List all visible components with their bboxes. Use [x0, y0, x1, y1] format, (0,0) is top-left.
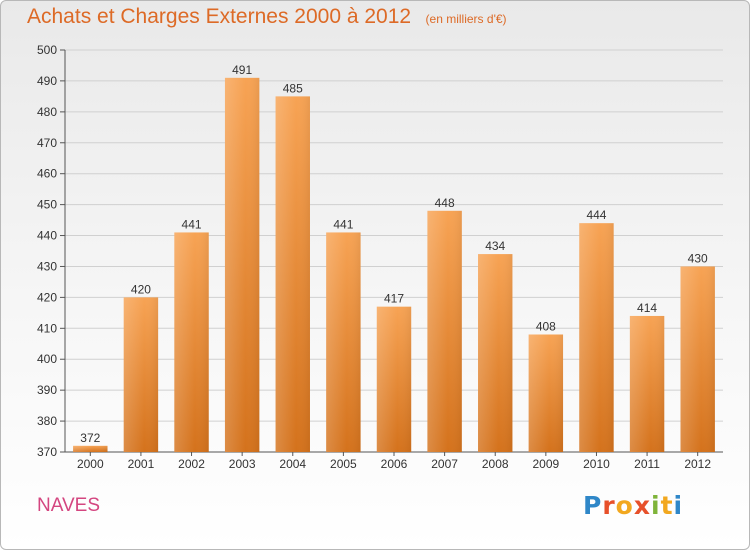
data-label-2003: 491	[232, 63, 252, 77]
y-tick-label: 460	[37, 167, 57, 181]
data-label-2010: 444	[586, 208, 606, 222]
data-label-2006: 417	[384, 292, 404, 306]
chart-subtitle: (en milliers d'€)	[425, 12, 507, 26]
y-tick-label: 480	[37, 105, 57, 119]
y-tick-label: 400	[37, 352, 57, 366]
y-tick-label: 490	[37, 74, 57, 88]
x-tick-label-2012: 2012	[684, 457, 711, 471]
y-tick-labels: 370 380 390 400 410 420 430 440 450 460 470 480 490 5…	[37, 43, 57, 459]
y-tick-label: 390	[37, 383, 57, 397]
y-tick-label: 470	[37, 136, 57, 150]
bar-shine	[579, 223, 614, 452]
bar-shine	[224, 77, 260, 452]
data-label-2001: 420	[131, 282, 151, 296]
bar-shine	[73, 445, 108, 452]
data-label-2009: 408	[536, 319, 556, 333]
commune-name: NAVES	[37, 495, 101, 516]
y-tick-label: 370	[37, 445, 57, 459]
data-labels: 372 420 441 491 485 441 417 448 434 408 444 414 430	[80, 63, 708, 445]
data-label-2012: 430	[688, 251, 708, 265]
x-tick-label-2001: 2001	[128, 457, 155, 471]
x-tick-label-2003: 2003	[229, 457, 256, 471]
data-label-2002: 441	[182, 217, 202, 231]
bar-shine	[326, 232, 361, 452]
chart-header: Achats et Charges Externes 2000 à 2012 (…	[27, 5, 507, 29]
y-tick-label: 420	[37, 290, 57, 304]
x-tick-label-2008: 2008	[482, 457, 509, 471]
y-tick-label: 380	[37, 414, 57, 428]
data-label-2005: 441	[333, 217, 353, 231]
x-tick-labels: 2000 2001 2002 2003 2004 2005 2006 2007 2008 2009…	[77, 457, 711, 471]
bar-shine	[528, 334, 564, 452]
bar-shine	[629, 315, 665, 452]
bar-shine	[376, 306, 412, 452]
bar-shine	[478, 254, 513, 452]
x-tick-label-2004: 2004	[279, 457, 306, 471]
data-label-2011: 414	[637, 301, 657, 315]
bar-shine	[174, 232, 209, 452]
x-tick-label-2010: 2010	[583, 457, 610, 471]
x-tick-label-2002: 2002	[178, 457, 205, 471]
x-tick-label-2009: 2009	[532, 457, 559, 471]
x-tick-label-2006: 2006	[381, 457, 408, 471]
y-tick-label: 450	[37, 198, 57, 212]
bar-shine	[123, 297, 159, 452]
bar-shine	[680, 266, 715, 452]
y-tick-label: 410	[37, 321, 57, 335]
bar-shine	[427, 210, 462, 452]
data-label-2008: 434	[485, 239, 505, 253]
data-label-2000: 372	[80, 431, 100, 445]
x-tick-label-2000: 2000	[77, 457, 104, 471]
proxiti-logo: Proxiti	[583, 491, 684, 520]
y-tick-label: 440	[37, 229, 57, 243]
y-tick-label: 500	[37, 43, 57, 57]
x-tick-label-2011: 2011	[634, 457, 660, 471]
bar-shine	[275, 96, 310, 452]
x-tick-label-2005: 2005	[330, 457, 357, 471]
data-label-2007: 448	[435, 196, 455, 210]
x-tick-label-2007: 2007	[431, 457, 458, 471]
y-tick-label: 430	[37, 259, 57, 273]
bars	[73, 77, 715, 452]
chart-title: Achats et Charges Externes 2000 à 2012	[27, 5, 412, 28]
data-label-2004: 485	[283, 81, 303, 95]
